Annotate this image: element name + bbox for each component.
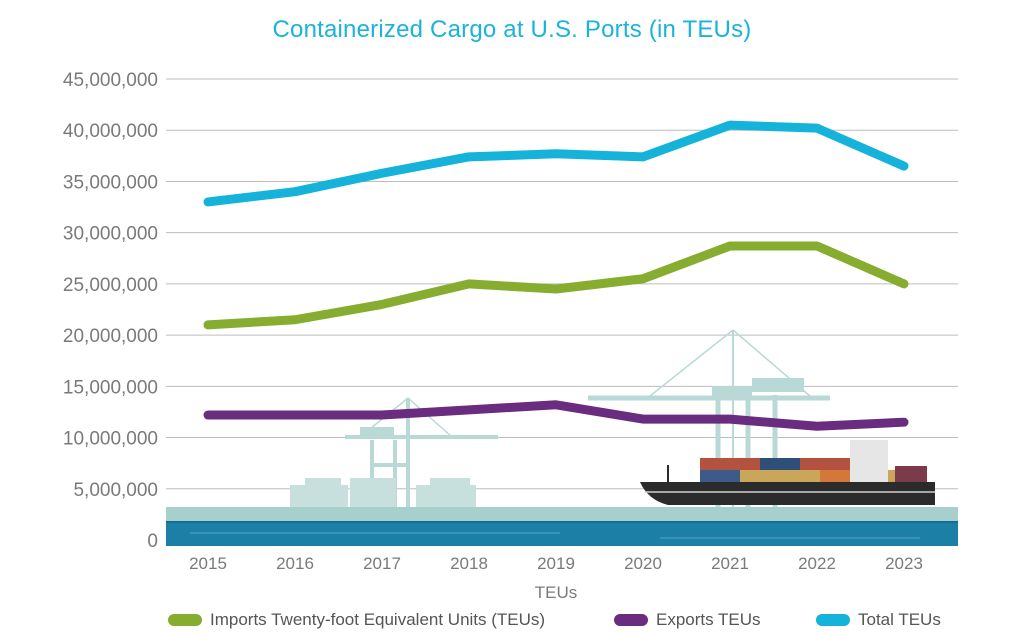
data-point-exports xyxy=(642,418,644,420)
data-point-imports xyxy=(468,283,470,285)
legend-swatch-imports xyxy=(168,614,202,626)
data-point-imports xyxy=(642,278,644,280)
data-point-total xyxy=(555,153,557,155)
crane-beam xyxy=(712,386,752,396)
legend-item-total: Total TEUs xyxy=(816,608,941,632)
data-point-exports xyxy=(468,409,470,411)
legend-item-imports: Imports Twenty-foot Equivalent Units (TE… xyxy=(168,608,545,632)
y-tick-label: 25,000,000 xyxy=(63,275,158,296)
x-tick-label: 2015 xyxy=(189,554,227,573)
series-lines xyxy=(203,120,909,431)
legend-label-exports: Exports TEUs xyxy=(656,610,761,629)
data-point-imports xyxy=(729,245,731,247)
data-point-imports xyxy=(207,324,209,326)
x-tick-label: 2023 xyxy=(885,554,923,573)
legend-label-imports: Imports Twenty-foot Equivalent Units (TE… xyxy=(210,610,546,629)
crane-cab xyxy=(360,427,394,439)
data-point-total xyxy=(729,124,731,126)
y-tick-label: 10,000,000 xyxy=(63,429,158,450)
chart-title: Containerized Cargo at U.S. Ports (in TE… xyxy=(272,16,752,43)
data-point-total xyxy=(642,156,644,158)
water xyxy=(166,522,958,546)
data-point-imports xyxy=(294,319,296,321)
data-point-exports xyxy=(294,414,296,416)
y-tick-label: 35,000,000 xyxy=(63,172,158,193)
data-point-total xyxy=(816,127,818,129)
legend-swatch-total xyxy=(816,614,850,626)
y-tick-label: 0 xyxy=(147,531,158,552)
data-point-exports xyxy=(729,418,731,420)
data-point-exports xyxy=(555,404,557,406)
x-axis-label: TEUs xyxy=(535,583,578,602)
x-tick-label: 2016 xyxy=(276,554,314,573)
dock-strip xyxy=(166,507,958,523)
legend-label-total: Total TEUs xyxy=(858,610,941,629)
data-point-exports xyxy=(816,425,818,427)
y-tick-label: 5,000,000 xyxy=(73,480,158,501)
data-point-imports xyxy=(381,303,383,305)
data-point-imports xyxy=(555,288,557,290)
data-point-total xyxy=(903,165,905,167)
x-axis-ticks: 2015 2016 2017 2018 2019 2020 2021 2022 2023 xyxy=(189,554,923,573)
y-axis-ticks: 0 5,000,000 10,000,000 15,000,000 20,000,000… xyxy=(63,70,158,552)
crane-cab xyxy=(752,378,804,392)
y-tick-label: 15,000,000 xyxy=(63,377,158,398)
port-scene-illustration xyxy=(166,329,958,546)
data-point-imports xyxy=(903,283,905,285)
x-tick-label: 2022 xyxy=(798,554,836,573)
data-point-total xyxy=(207,201,209,203)
legend-swatch-exports xyxy=(614,614,648,626)
y-tick-label: 20,000,000 xyxy=(63,326,158,347)
series-line-imports xyxy=(203,241,909,330)
data-point-exports xyxy=(381,414,383,416)
x-tick-label: 2021 xyxy=(711,554,749,573)
legend-item-exports: Exports TEUs xyxy=(614,608,761,632)
x-tick-label: 2018 xyxy=(450,554,488,573)
x-tick-label: 2017 xyxy=(363,554,401,573)
data-point-total xyxy=(294,191,296,193)
x-tick-label: 2020 xyxy=(624,554,662,573)
y-tick-label: 40,000,000 xyxy=(63,121,158,142)
data-point-total xyxy=(468,156,470,158)
y-tick-label: 45,000,000 xyxy=(63,70,158,91)
warehouses xyxy=(290,478,476,507)
data-point-exports xyxy=(207,414,209,416)
series-line-total xyxy=(203,120,909,207)
data-point-total xyxy=(381,172,383,174)
x-tick-label: 2019 xyxy=(537,554,575,573)
data-point-exports xyxy=(903,421,905,423)
data-point-imports xyxy=(816,245,818,247)
container-ship xyxy=(640,440,935,505)
y-tick-label: 30,000,000 xyxy=(63,224,158,245)
series-line-exports xyxy=(203,400,909,431)
